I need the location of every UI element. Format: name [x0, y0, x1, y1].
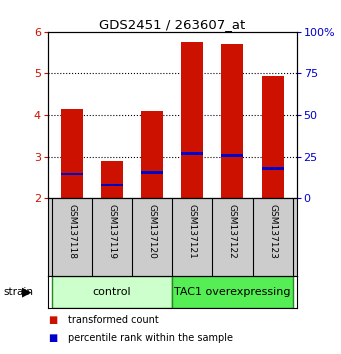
Text: GSM137119: GSM137119: [107, 205, 117, 259]
Text: ■: ■: [48, 315, 57, 325]
Bar: [221, 44, 243, 198]
Text: GSM137121: GSM137121: [188, 205, 197, 259]
Bar: [181, 153, 203, 155]
Bar: [221, 154, 243, 156]
Bar: [172, 276, 293, 308]
Bar: [101, 184, 123, 186]
Bar: [262, 75, 284, 198]
Bar: [262, 167, 284, 170]
Title: GDS2451 / 263607_at: GDS2451 / 263607_at: [99, 18, 245, 31]
Bar: [181, 42, 203, 198]
Text: GSM137122: GSM137122: [228, 205, 237, 259]
Text: TAC1 overexpressing: TAC1 overexpressing: [174, 287, 291, 297]
Text: GSM137123: GSM137123: [268, 205, 277, 259]
Text: GSM137120: GSM137120: [148, 205, 157, 259]
Bar: [141, 171, 163, 174]
Bar: [61, 173, 83, 175]
Text: control: control: [93, 287, 131, 297]
Text: percentile rank within the sample: percentile rank within the sample: [68, 333, 233, 343]
Text: ▶: ▶: [23, 286, 32, 298]
Text: ■: ■: [48, 333, 57, 343]
Text: strain: strain: [3, 287, 33, 297]
Bar: [101, 161, 123, 198]
Bar: [61, 109, 83, 198]
Bar: [52, 276, 172, 308]
Bar: [141, 111, 163, 198]
Text: transformed count: transformed count: [68, 315, 159, 325]
Text: GSM137118: GSM137118: [67, 205, 76, 259]
